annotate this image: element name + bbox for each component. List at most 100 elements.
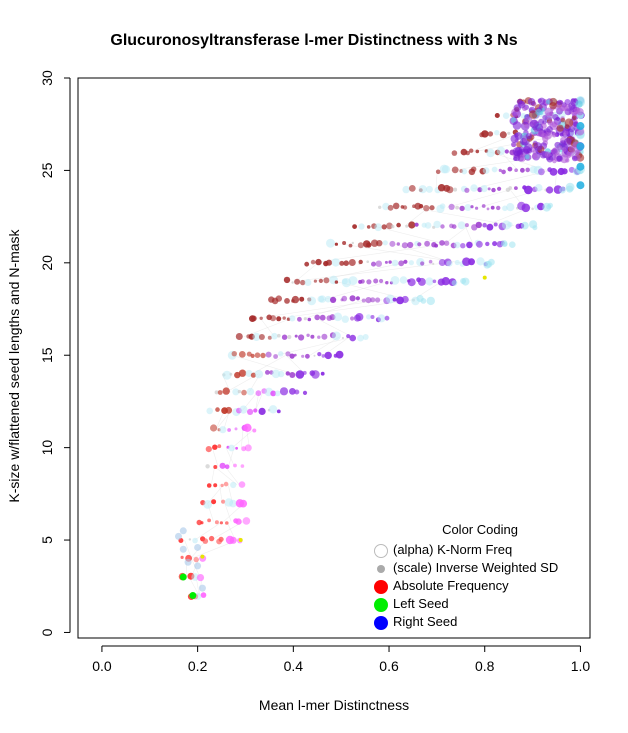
data-point xyxy=(520,167,525,173)
data-point xyxy=(254,370,264,379)
data-point xyxy=(552,114,559,121)
data-point xyxy=(196,574,205,582)
data-point xyxy=(203,500,213,509)
data-point xyxy=(307,296,317,306)
data-point xyxy=(373,278,379,284)
data-point xyxy=(501,169,506,175)
data-point xyxy=(241,389,247,396)
data-point xyxy=(297,316,302,322)
data-point xyxy=(459,205,465,212)
data-point xyxy=(334,242,338,246)
data-point xyxy=(401,242,408,249)
data-point xyxy=(255,390,262,397)
data-point xyxy=(304,261,310,267)
data-point xyxy=(217,390,223,395)
legend-label: (scale) Inverse Weighted SD xyxy=(393,560,559,575)
data-point xyxy=(192,537,198,544)
data-point xyxy=(194,543,202,551)
small-gray-dot-icon xyxy=(377,564,385,573)
data-point xyxy=(355,296,360,301)
data-point xyxy=(215,407,220,412)
data-point xyxy=(333,312,343,322)
data-point xyxy=(352,224,357,230)
data-point xyxy=(289,353,295,359)
data-point xyxy=(214,520,219,525)
data-point xyxy=(525,133,532,140)
data-point xyxy=(527,98,536,106)
data-point xyxy=(331,331,341,341)
connector-line xyxy=(188,576,200,596)
data-point xyxy=(461,168,468,175)
data-point xyxy=(245,369,253,378)
data-point xyxy=(366,225,371,229)
data-point xyxy=(556,124,564,132)
data-point xyxy=(418,185,427,194)
data-point xyxy=(360,279,365,284)
data-point xyxy=(408,260,414,266)
data-point xyxy=(238,369,247,377)
y-tick-label: 15 xyxy=(39,347,55,363)
open-circle-icon xyxy=(374,543,388,558)
data-point xyxy=(251,315,257,322)
data-point xyxy=(424,240,430,247)
data-point xyxy=(349,334,357,342)
data-point xyxy=(482,275,487,280)
data-point xyxy=(408,221,416,229)
data-point xyxy=(391,224,395,229)
data-point xyxy=(247,408,254,415)
data-point xyxy=(516,99,523,105)
data-point xyxy=(441,277,450,286)
data-point xyxy=(351,241,354,245)
data-point xyxy=(188,538,192,541)
data-point xyxy=(385,294,395,304)
data-point xyxy=(526,148,533,154)
data-point xyxy=(205,464,210,469)
data-point xyxy=(524,123,529,129)
data-point xyxy=(371,261,376,267)
data-point xyxy=(482,222,487,228)
right-seed-point xyxy=(576,181,585,190)
data-point xyxy=(482,167,490,175)
data-point xyxy=(339,260,345,266)
data-point xyxy=(384,315,390,321)
data-point xyxy=(219,426,227,434)
data-point xyxy=(307,317,312,322)
data-point xyxy=(285,351,291,357)
data-point xyxy=(382,240,388,246)
data-point xyxy=(514,168,518,172)
x-tick-label: 0.6 xyxy=(379,658,399,674)
data-point xyxy=(552,158,557,164)
data-point xyxy=(217,444,222,449)
connector-line xyxy=(194,521,223,541)
data-point xyxy=(225,521,229,525)
data-point xyxy=(418,204,424,209)
data-point xyxy=(252,332,261,341)
data-point xyxy=(546,186,554,194)
data-point xyxy=(541,132,547,139)
data-point xyxy=(370,239,379,247)
data-point xyxy=(507,131,511,135)
data-point xyxy=(572,155,578,162)
blue-dot-icon xyxy=(374,615,388,630)
data-point xyxy=(246,351,252,357)
data-point xyxy=(200,592,207,598)
data-point xyxy=(572,115,577,121)
data-point xyxy=(513,156,518,161)
data-point xyxy=(303,317,307,321)
data-point xyxy=(274,390,281,397)
data-point xyxy=(235,333,243,340)
data-point xyxy=(518,146,525,153)
data-point xyxy=(350,316,355,321)
data-point xyxy=(259,316,263,320)
data-point xyxy=(206,483,212,488)
data-point xyxy=(423,205,430,212)
right-seed-point xyxy=(576,142,585,151)
data-point xyxy=(551,132,557,138)
legend-label: Right Seed xyxy=(393,614,458,629)
data-point xyxy=(243,423,252,432)
connector-line xyxy=(479,188,544,208)
data-point xyxy=(244,444,252,452)
connector-line xyxy=(224,502,232,522)
data-point xyxy=(566,185,574,193)
data-point xyxy=(212,444,218,450)
